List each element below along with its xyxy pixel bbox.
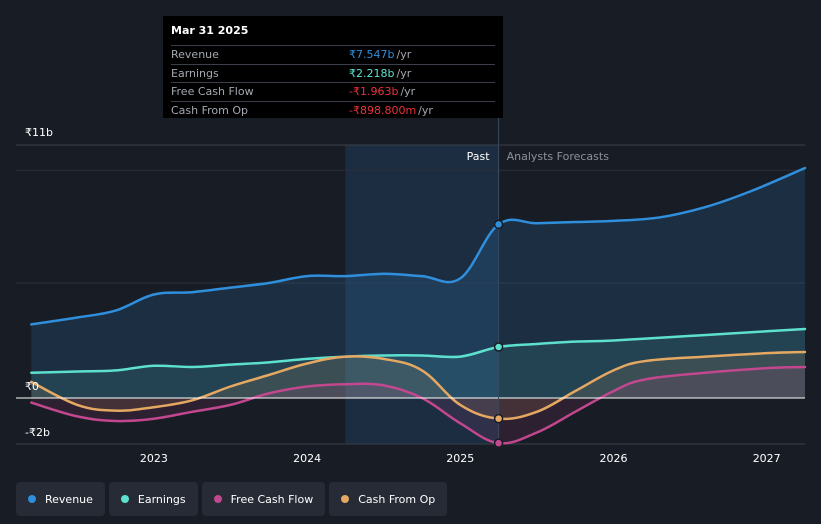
legend-item-free-cash-flow[interactable]: Free Cash Flow bbox=[201, 482, 326, 516]
tooltip-row-earnings: Earnings ₹2.218b /yr bbox=[171, 63, 495, 83]
x-tick-label: 2026 bbox=[599, 452, 627, 465]
legend-item-earnings[interactable]: Earnings bbox=[108, 482, 198, 516]
tooltip-value: ₹7.547b bbox=[349, 48, 395, 61]
legend-label: Revenue bbox=[45, 492, 93, 506]
tooltip-unit: /yr bbox=[396, 66, 412, 80]
data-point-cash-from-op bbox=[493, 413, 504, 424]
series-line-free-cash-flow bbox=[30, 365, 807, 445]
tooltip-unit: /yr bbox=[400, 85, 416, 98]
past-region bbox=[345, 145, 499, 444]
chart-area: Past Analysts Forecasts ₹11b ₹0 -₹2b 2023 2024… bbox=[16, 118, 807, 465]
x-tick-label: 2023 bbox=[140, 452, 168, 465]
x-tick-label: 2027 bbox=[753, 452, 781, 465]
y-tick-label: ₹11b bbox=[25, 126, 53, 139]
series-line-cash-from-op bbox=[30, 350, 807, 421]
forecast-label: Analysts Forecasts bbox=[507, 150, 610, 163]
tooltip-unit: /yr bbox=[418, 103, 433, 117]
series-fill-free-cash-flow bbox=[31, 366, 806, 444]
legend-item-revenue[interactable]: Revenue bbox=[16, 482, 105, 516]
tooltip-value: -₹1.963b bbox=[349, 85, 399, 98]
x-tick-label: 2024 bbox=[293, 452, 321, 465]
series-fill-earnings bbox=[31, 329, 806, 398]
legend-dot-icon bbox=[213, 495, 222, 503]
y-tick-label: -₹2b bbox=[25, 426, 50, 439]
past-label: Past bbox=[467, 150, 491, 163]
tooltip-label: Cash From Op bbox=[171, 103, 249, 117]
legend-dot-icon bbox=[28, 495, 36, 503]
tooltip-unit: /yr bbox=[396, 48, 412, 61]
tooltip-row-revenue: Revenue ₹7.547b /yr bbox=[171, 45, 495, 64]
tooltip-value: ₹2.218b bbox=[349, 66, 395, 80]
legend-dot-icon bbox=[341, 495, 350, 503]
tooltip-label: Revenue bbox=[171, 48, 219, 61]
legend-label: Free Cash Flow bbox=[230, 492, 314, 506]
tooltip-row-cash-from-op: Cash From Op -₹898.800m /yr bbox=[171, 100, 495, 120]
chart-legend: Revenue Earnings Free Cash Flow Cash Fro… bbox=[16, 482, 448, 516]
x-tick-label: 2025 bbox=[446, 452, 474, 465]
series-line-revenue bbox=[30, 166, 807, 326]
legend-dot-icon bbox=[120, 495, 129, 503]
legend-item-cash-from-op[interactable]: Cash From Op bbox=[329, 482, 448, 516]
data-point-earnings bbox=[493, 342, 504, 352]
data-point-revenue bbox=[493, 219, 504, 230]
y-tick-label: ₹0 bbox=[25, 380, 39, 393]
tooltip-date: Mar 31 2025 bbox=[171, 24, 249, 37]
tooltip-label: Earnings bbox=[171, 66, 219, 80]
tooltip-value: -₹898.800m bbox=[349, 103, 417, 117]
tooltip-row-free-cash-flow: Free Cash Flow -₹1.963b /yr bbox=[171, 82, 495, 101]
data-tooltip: Mar 31 2025 Revenue ₹7.547b /yr Earnings… bbox=[163, 16, 503, 118]
data-point-free-cash-flow bbox=[493, 438, 504, 448]
series-fill-cash-from-op bbox=[31, 352, 806, 419]
tooltip-label: Free Cash Flow bbox=[171, 85, 254, 98]
legend-label: Earnings bbox=[137, 492, 186, 506]
legend-label: Cash From Op bbox=[358, 492, 436, 506]
series-line-earnings bbox=[30, 327, 807, 374]
